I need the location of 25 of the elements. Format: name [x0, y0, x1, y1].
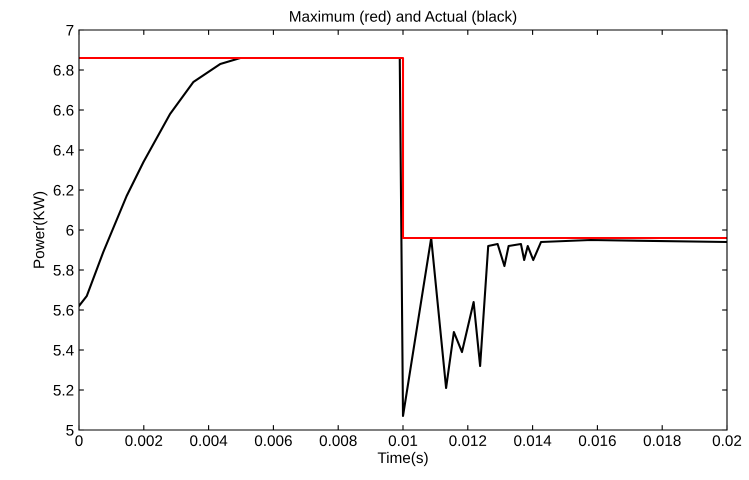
x-tick-label: 0.004: [190, 435, 228, 446]
chart-title: Maximum (red) and Actual (black): [290, 10, 516, 25]
x-tick-label: 0.02: [712, 435, 742, 446]
y-tick-label: 6.6: [54, 104, 74, 116]
y-axis-title: Power(KW): [33, 192, 48, 268]
y-tick-label: 5.4: [54, 345, 74, 356]
x-tick-label: 0.006: [254, 435, 292, 446]
x-tick-label: 0.014: [514, 435, 552, 446]
x-tick-label: 0: [75, 435, 83, 446]
y-tick-label: 6.4: [54, 144, 74, 156]
y-tick-label: 5.8: [54, 264, 74, 276]
y-tick-label: 5.2: [54, 384, 74, 396]
y-tick-label: 6.2: [54, 184, 74, 196]
y-tick-label: 7: [66, 25, 74, 36]
y-tick-label: 5.6: [54, 304, 74, 316]
y-tick-label: 5: [66, 425, 74, 436]
y-tick-label: 6.8: [54, 64, 74, 76]
x-tick-label: 0.012: [449, 435, 486, 446]
x-tick-label: 0.018: [644, 435, 681, 446]
x-tick-label: 0.002: [125, 435, 162, 446]
x-tick-label: 0.008: [320, 435, 357, 446]
x-tick-label: 0.01: [388, 435, 418, 446]
y-tick-label: 6: [66, 224, 74, 236]
x-axis-title: Time(s): [378, 452, 428, 466]
x-tick-label: 0.016: [578, 435, 616, 446]
